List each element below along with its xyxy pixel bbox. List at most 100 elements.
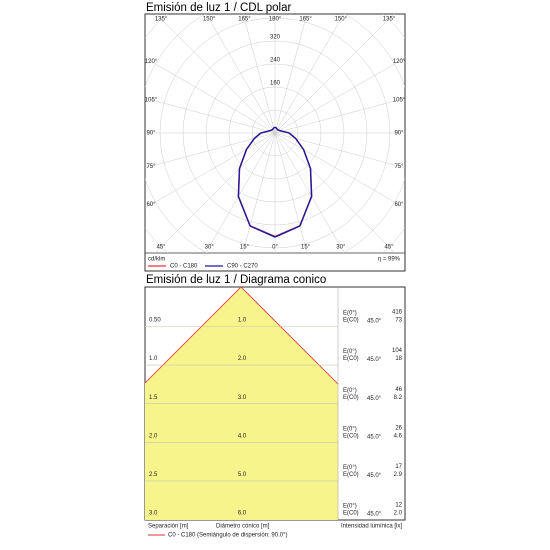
angle-label: 180° [269,17,282,23]
efficiency: η = 99% [378,257,401,263]
chart-title: Emisión de luz 1 / CDL polar [146,2,291,14]
grid-line [274,14,308,134]
ec0-value: 2.0 [394,511,403,517]
series-line [274,126,313,238]
angle: 45.0° [367,434,382,440]
grid-line [274,132,405,209]
separation: 0.50 [149,318,161,324]
e0-value: 104 [392,348,403,354]
angle-label: 15° [240,245,250,251]
diameter: 5.0 [238,472,247,478]
grid-line [274,57,405,134]
cone-edge [144,286,339,385]
angle-label: 15° [301,245,311,251]
grid-line [145,132,276,169]
ec0-label: E(C0) [343,472,359,478]
ec0-label: E(C0) [343,318,359,324]
grid-line [242,14,276,134]
angle: 45.0° [367,396,382,402]
angle-label: 120° [145,59,158,65]
ec0-value: 8.2 [394,395,403,401]
footer-label: Intensidad lumínica [lx] [341,524,402,530]
ec0-label: E(C0) [343,511,359,517]
grid-line [274,132,345,253]
angle-label: 60° [394,202,404,208]
ec0-label: E(C0) [343,395,359,401]
angle: 45.0° [367,473,382,479]
ec0-value: 73 [395,318,402,324]
e0-label: E(0°) [343,388,357,394]
e0-label: E(0°) [343,426,357,432]
diameter: 4.0 [238,433,247,439]
polar-plot [145,14,405,253]
angle-label: 90° [146,131,156,137]
grid-line [154,132,276,253]
e0-label: E(0°) [343,465,357,471]
separation: 2.5 [149,472,158,478]
grid-line [145,57,276,134]
ec0-label: E(C0) [343,433,359,439]
legend-label: C0 - C180 (Semiángulo de dispersión: 90.… [168,533,287,539]
ec0-value: 18 [395,356,402,362]
angle-label: 90° [394,131,404,137]
diameter: 6.0 [238,511,247,517]
grid-line [274,132,308,253]
grid-line [145,97,276,134]
e0-label: E(0°) [343,349,357,355]
separation: 2.0 [149,433,158,439]
angle: 45.0° [367,512,382,518]
angle-label: 45° [156,245,166,251]
grid-line [274,14,395,134]
e0-value: 26 [395,425,402,431]
e0-value: 416 [392,310,403,316]
angle-label: 30° [336,245,346,251]
angle-label: 105° [393,97,406,103]
r-tick-label: 160 [270,81,281,87]
angle-label: 135° [155,17,168,23]
r-tick-label: 320 [270,35,281,41]
separation: 3.0 [149,511,158,517]
legend-label: C0 - C180 [170,264,198,270]
grid-line [205,132,276,253]
grid-line [242,132,276,253]
angle-label: 0° [272,245,278,251]
grid-line [274,132,396,253]
e0-value: 46 [395,387,402,393]
angle-label: 165° [238,17,251,23]
diameter: 3.0 [238,395,247,401]
chart-title: Emisión de luz 1 / Diagrama conico [146,274,326,286]
angle-label: 120° [393,59,406,65]
angle-label: 135° [383,17,396,23]
angle-label: 105° [145,97,158,103]
angle-label: 75° [394,164,404,170]
footer-label: Separación [m] [148,524,189,530]
angle: 45.0° [367,357,382,363]
grid-line [145,132,276,209]
diameter: 1.0 [238,318,247,324]
separation: 1.0 [149,356,158,362]
angle-label: 75° [146,164,156,170]
angle-label: 45° [384,245,394,251]
series-line [237,126,276,238]
angle-label: 150° [335,17,348,23]
ec0-label: E(C0) [343,356,359,362]
footer-label: Diámetro cónico [m] [216,524,270,530]
e0-label: E(0°) [343,504,357,510]
angle-label: 165° [299,17,312,23]
grid-line [206,14,276,134]
angle-label: 150° [203,17,216,23]
ec0-value: 2.9 [394,472,403,478]
angle-label: 30° [205,245,215,251]
diameter: 2.0 [238,356,247,362]
e0-label: E(0°) [343,311,357,317]
e0-value: 17 [395,464,402,470]
separation: 1.5 [149,395,158,401]
ec0-value: 4.6 [394,433,403,439]
grid-line [274,97,405,134]
unit-label: cd/klm [148,257,165,263]
grid-line [274,14,344,134]
grid-line [274,132,405,169]
